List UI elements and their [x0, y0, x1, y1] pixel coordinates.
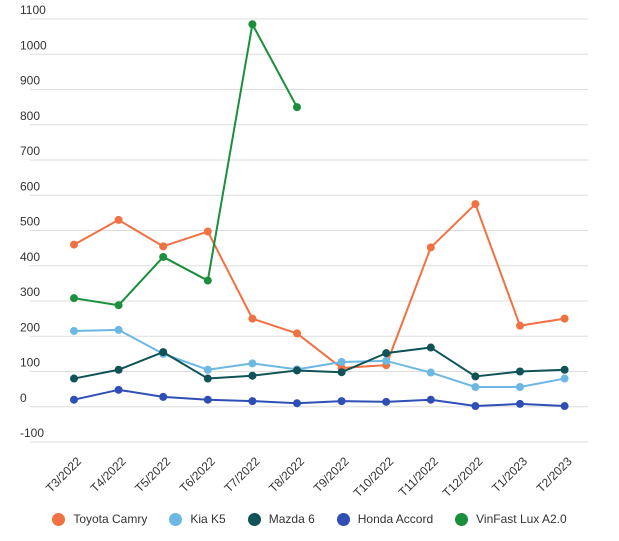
- y-tick-label: 1100: [20, 3, 46, 17]
- data-point: [70, 294, 78, 303]
- x-tick-label: T12/2022: [440, 454, 486, 500]
- data-point: [70, 395, 78, 404]
- data-point: [560, 365, 569, 374]
- data-point: [471, 402, 480, 411]
- data-point: [248, 314, 257, 323]
- data-point: [114, 365, 123, 374]
- y-tick-label: 200: [20, 320, 40, 334]
- data-point: [293, 103, 301, 112]
- data-point: [516, 399, 524, 408]
- data-point: [382, 397, 391, 406]
- y-tick-label: 700: [20, 144, 40, 158]
- y-tick-label: 300: [20, 285, 40, 299]
- legend-swatch: [247, 512, 261, 526]
- data-point: [516, 321, 524, 330]
- data-point: [159, 252, 168, 261]
- legend-label: VinFast Lux A2.0: [476, 512, 567, 526]
- y-tick-label: 800: [20, 109, 40, 123]
- data-point: [114, 325, 123, 334]
- chart-legend: Toyota Camry Kia K5 Mazda 6 Honda Accord Vin…: [0, 512, 619, 526]
- data-point: [203, 276, 212, 285]
- data-point: [293, 399, 301, 408]
- data-point: [70, 374, 78, 383]
- data-point: [516, 383, 524, 392]
- series-line: [73, 23, 298, 307]
- data-point: [471, 200, 480, 209]
- x-tick-label: T3/2022: [43, 454, 84, 495]
- data-point: [203, 365, 212, 374]
- data-point: [560, 402, 569, 411]
- x-tick-label: T11/2022: [396, 454, 441, 499]
- legend-label: Kia K5: [190, 512, 226, 526]
- x-tick-label: T1/2023: [489, 454, 530, 495]
- data-point: [426, 343, 435, 352]
- x-tick-label: T9/2022: [311, 454, 352, 495]
- legend-label: Toyota Camry: [73, 512, 148, 526]
- data-point: [248, 359, 257, 368]
- series-line: [73, 388, 565, 408]
- legend-item[interactable]: Honda Accord: [336, 512, 434, 526]
- legend-label: Mazda 6: [268, 512, 315, 526]
- legend-item[interactable]: Toyota Camry: [52, 512, 147, 526]
- data-point: [159, 348, 168, 357]
- series-line: [73, 346, 565, 380]
- y-tick-label: 900: [20, 74, 40, 88]
- x-tick-label: T6/2022: [177, 454, 218, 495]
- x-tick-label: T5/2022: [132, 454, 173, 495]
- x-tick-label: T7/2022: [221, 454, 262, 495]
- data-point: [337, 357, 346, 366]
- data-point: [248, 371, 257, 380]
- data-point: [293, 366, 301, 375]
- data-point: [159, 392, 168, 401]
- data-point: [159, 242, 168, 251]
- data-point: [337, 368, 346, 377]
- x-tick-label: T4/2022: [88, 454, 129, 495]
- data-point: [337, 397, 346, 406]
- y-tick-label: 100: [20, 356, 40, 370]
- data-point: [471, 383, 480, 392]
- data-point: [560, 374, 569, 383]
- data-point: [248, 20, 257, 29]
- data-point: [70, 326, 78, 335]
- y-tick-label: 0: [20, 391, 27, 405]
- data-point: [293, 329, 301, 338]
- x-tick-label: T2/2023: [534, 454, 575, 495]
- data-point: [203, 227, 212, 236]
- y-tick-label: 400: [20, 250, 40, 264]
- data-point: [203, 395, 212, 404]
- data-point: [382, 356, 391, 365]
- data-point: [471, 372, 480, 381]
- legend-item[interactable]: Kia K5: [169, 512, 226, 526]
- data-point: [114, 301, 123, 310]
- series-line: [73, 203, 565, 369]
- x-tick-label: T8/2022: [266, 454, 307, 495]
- series-line: [73, 328, 565, 389]
- data-point: [382, 349, 391, 358]
- x-tick-label: T10/2022: [351, 454, 397, 500]
- data-point: [70, 240, 78, 249]
- legend-label: Honda Accord: [357, 512, 434, 526]
- legend-item[interactable]: VinFast Lux A2.0: [455, 512, 567, 526]
- legend-item[interactable]: Mazda 6: [247, 512, 315, 526]
- data-point: [248, 397, 257, 406]
- data-point: [114, 215, 123, 224]
- legend-swatch: [169, 512, 183, 526]
- legend-swatch: [336, 512, 350, 526]
- y-tick-label: 600: [20, 179, 40, 193]
- data-point: [516, 367, 524, 376]
- data-point: [426, 368, 435, 377]
- data-point: [114, 385, 123, 394]
- y-tick-label: 500: [20, 215, 40, 229]
- y-tick-label: -100: [20, 426, 44, 440]
- y-tick-label: 1000: [20, 38, 47, 52]
- legend-swatch: [455, 512, 469, 526]
- data-point: [203, 374, 212, 383]
- legend-swatch: [52, 512, 66, 526]
- data-point: [560, 314, 569, 323]
- data-point: [426, 243, 435, 252]
- data-point: [426, 395, 435, 404]
